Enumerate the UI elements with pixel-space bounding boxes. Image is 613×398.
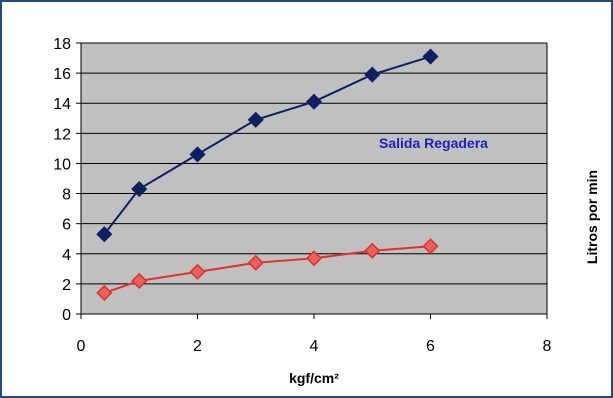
x-tick-label: 8 (543, 338, 552, 355)
x-axis-ticks: 0 2 4 6 8 (77, 314, 552, 355)
series-layer (96, 48, 439, 301)
series-1-point (247, 111, 264, 128)
series-2-point (96, 284, 113, 301)
y-tick-label: 8 (62, 187, 71, 204)
series-2-point (305, 250, 323, 267)
x-tick-label: 4 (310, 338, 319, 355)
y-tick-label: 16 (53, 66, 71, 83)
y-tick-label: 6 (62, 217, 71, 234)
x-tick-label: 0 (77, 338, 86, 355)
series-1-point (96, 226, 113, 243)
series-2-point (189, 263, 206, 280)
y-axis-title: Litros por min (584, 170, 600, 264)
series-1-point (305, 93, 323, 110)
x-axis-title: kgf/cm² (289, 370, 339, 386)
series-2-point (422, 238, 439, 255)
x-tick-label: 6 (426, 338, 435, 355)
series-1-point (364, 66, 381, 83)
y-tick-label: 2 (62, 277, 71, 294)
y-tick-label: 12 (53, 126, 71, 143)
series-1-point (131, 180, 148, 198)
y-tick-label: 18 (53, 36, 71, 53)
y-tick-label: 0 (62, 307, 71, 324)
y-tick-label: 10 (53, 156, 71, 173)
series-1-point (422, 48, 439, 65)
series-2 (96, 238, 439, 301)
y-tick-label: 14 (53, 96, 71, 113)
series-1-point (189, 146, 206, 163)
y-tick-label: 4 (62, 247, 71, 264)
y-axis-ticks: 0 2 4 6 8 10 12 14 16 18 (53, 36, 81, 324)
series-1 (96, 48, 439, 243)
plot-area (81, 43, 547, 314)
series-label: Salida Regadera (379, 135, 488, 151)
series-2-point (364, 242, 381, 259)
series-2-point (247, 254, 264, 271)
series-2-point (131, 272, 148, 289)
x-tick-label: 2 (193, 338, 202, 355)
